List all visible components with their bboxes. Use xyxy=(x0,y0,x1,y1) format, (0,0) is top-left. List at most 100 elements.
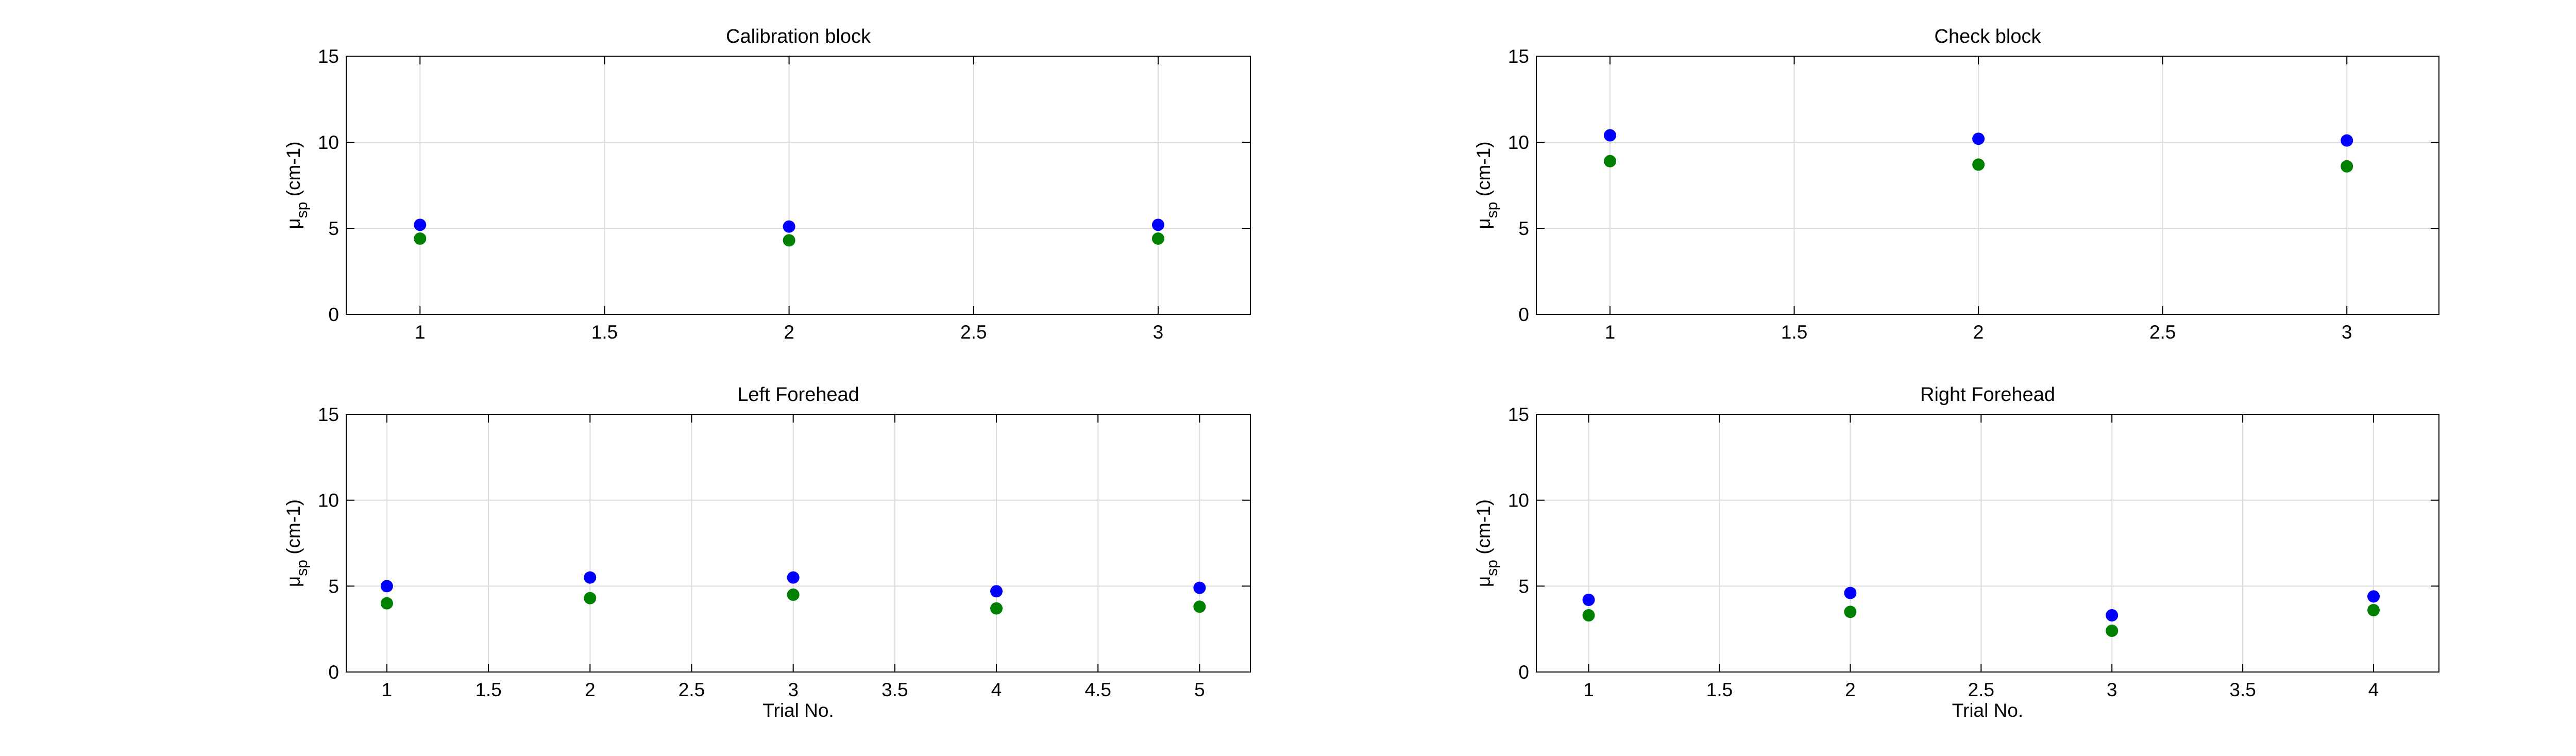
y-tick-label: 0 xyxy=(328,304,339,325)
axes-box xyxy=(1536,56,2439,315)
data-point xyxy=(2106,609,2119,621)
data-point xyxy=(2341,160,2353,173)
series-0 xyxy=(414,219,1164,233)
x-tick-label: 4 xyxy=(2368,679,2379,700)
y-axis-label: μsp (cm-1) xyxy=(283,141,311,229)
x-tick-label: 2 xyxy=(1845,679,1856,700)
x-tick-label: 3.5 xyxy=(882,679,908,700)
data-point xyxy=(1151,219,1164,231)
y-tick-label: 5 xyxy=(1518,218,1529,239)
subplot-right-forehead: Right Forehead Trial No. 1 1.5 2 2.5 3 3.5 4 0 5… xyxy=(1473,384,2439,721)
x-axis-label: Trial No. xyxy=(1952,700,2023,721)
y-tick-label: 15 xyxy=(1508,46,1529,67)
data-point xyxy=(2341,134,2353,147)
x-axis-label: Trial No. xyxy=(762,700,834,721)
data-point xyxy=(1582,594,1595,606)
x-tick-label: 2.5 xyxy=(960,322,987,343)
data-point xyxy=(1582,609,1595,621)
x-tick-label: 4 xyxy=(991,679,1002,700)
x-tick-label: 1 xyxy=(382,679,393,700)
subplot-title: Check block xyxy=(1935,26,2042,47)
data-point xyxy=(787,571,800,584)
series-1 xyxy=(1582,604,2380,637)
x-tick-label: 1.5 xyxy=(1706,679,1733,700)
data-point xyxy=(990,585,1003,598)
data-point xyxy=(584,571,597,584)
x-tick-label: 3 xyxy=(1153,322,1164,343)
y-tick-label: 15 xyxy=(318,404,339,425)
data-point xyxy=(1844,586,1857,599)
y-tick-label: 0 xyxy=(328,662,339,683)
x-tick-label: 3 xyxy=(788,679,799,700)
series-1 xyxy=(414,232,1164,247)
x-tick-label: 4.5 xyxy=(1084,679,1111,700)
x-tick-label: 1.5 xyxy=(475,679,501,700)
data-point xyxy=(990,602,1003,615)
series-0 xyxy=(1582,586,2380,621)
y-tick-label: 10 xyxy=(318,132,339,153)
y-tick-label: 15 xyxy=(1508,404,1529,425)
series-1 xyxy=(380,589,1206,615)
subplot-left-forehead: Left Forehead Trial No. 1 1.5 2 2.5 3 3.5 4 4.5… xyxy=(283,384,1251,721)
y-tick-label: 15 xyxy=(318,46,339,67)
data-point xyxy=(2367,604,2380,616)
x-tick-label: 3.5 xyxy=(2229,679,2256,700)
data-point xyxy=(414,232,427,245)
y-tick-label: 10 xyxy=(318,490,339,511)
data-point xyxy=(783,234,795,247)
x-tick-label: 2.5 xyxy=(1968,679,1994,700)
data-point xyxy=(2106,625,2119,637)
y-axis-label: μsp (cm-1) xyxy=(1473,499,1501,587)
y-axis-label: μsp (cm-1) xyxy=(1473,141,1501,229)
x-tick-label: 2 xyxy=(1973,322,1984,343)
data-point xyxy=(787,589,800,601)
y-axis-label: μsp (cm-1) xyxy=(283,499,311,587)
series-0 xyxy=(380,571,1206,598)
x-tick-label: 1.5 xyxy=(1781,322,1807,343)
x-tick-label: 2 xyxy=(784,322,794,343)
x-tick-label: 2.5 xyxy=(2149,322,2176,343)
series-1 xyxy=(1604,155,2353,173)
y-tick-label: 0 xyxy=(1518,662,1529,683)
subplot-check-block: Check block 1 1.5 2 2.5 3 0 5 10 15 μsp (cm-1) xyxy=(1473,26,2439,343)
data-point xyxy=(1193,581,1206,594)
x-tick-label: 1 xyxy=(1583,679,1594,700)
data-point xyxy=(1604,155,1617,167)
x-tick-label: 2.5 xyxy=(679,679,705,700)
data-point xyxy=(1972,132,1985,145)
x-tick-label: 3 xyxy=(2342,322,2352,343)
x-tick-label: 5 xyxy=(1194,679,1205,700)
axes-box xyxy=(1536,414,2439,673)
subplot-title: Left Forehead xyxy=(737,384,859,406)
data-point xyxy=(2367,590,2380,603)
data-point xyxy=(783,220,795,233)
axes-box xyxy=(346,414,1251,673)
y-tick-label: 5 xyxy=(328,218,339,239)
subplot-title: Right Forehead xyxy=(1920,384,2055,406)
y-tick-label: 5 xyxy=(328,576,339,597)
data-point xyxy=(380,580,393,593)
y-tick-label: 0 xyxy=(1518,304,1529,325)
data-point xyxy=(1844,606,1857,618)
data-point xyxy=(380,597,393,610)
y-tick-label: 5 xyxy=(1518,576,1529,597)
series-0 xyxy=(1604,129,2353,147)
data-point xyxy=(584,592,597,604)
data-point xyxy=(414,219,427,231)
subplot-calibration-block: Calibration block 1 1.5 2 2.5 3 0 5 10 15 μsp (cm… xyxy=(283,26,1251,343)
data-point xyxy=(1151,232,1164,245)
x-tick-label: 3 xyxy=(2107,679,2117,700)
y-tick-label: 10 xyxy=(1508,132,1529,153)
x-tick-label: 1.5 xyxy=(591,322,618,343)
axes-box xyxy=(346,56,1251,315)
x-tick-label: 1 xyxy=(1605,322,1616,343)
x-tick-label: 1 xyxy=(415,322,426,343)
y-tick-label: 10 xyxy=(1508,490,1529,511)
data-point xyxy=(1972,158,1985,171)
data-point xyxy=(1193,600,1206,613)
data-point xyxy=(1604,129,1617,142)
x-tick-label: 2 xyxy=(585,679,596,700)
subplot-title: Calibration block xyxy=(726,26,871,47)
